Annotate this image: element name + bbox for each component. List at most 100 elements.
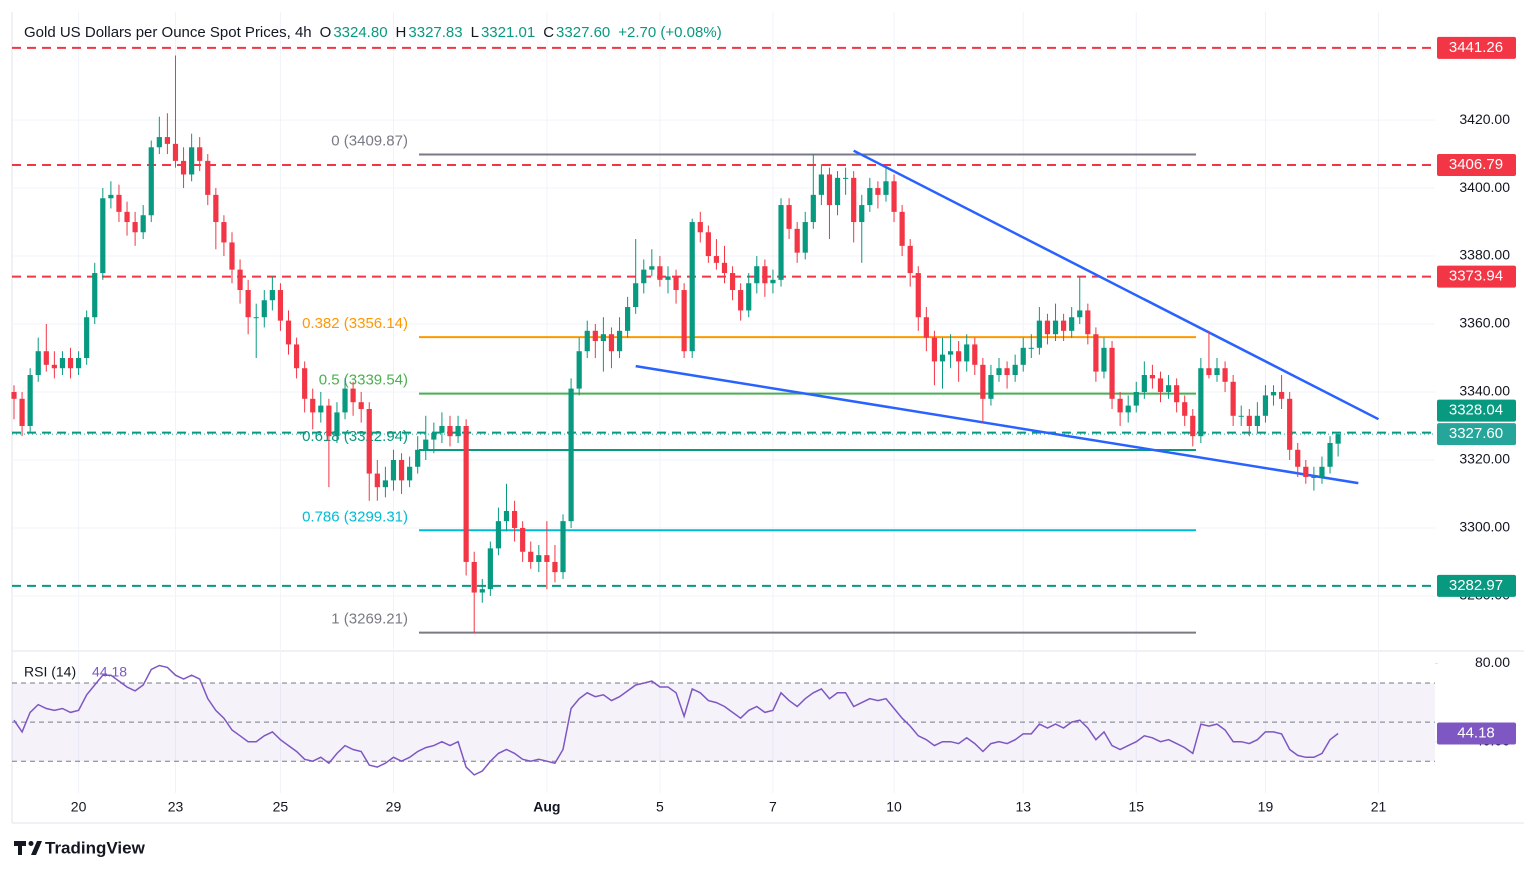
- candle-body: [915, 273, 921, 318]
- legend-text: H: [395, 24, 407, 41]
- y-tick-label: 3400.00: [1459, 179, 1510, 195]
- candle-body: [1077, 310, 1083, 318]
- candle-body: [487, 548, 493, 590]
- candle-body: [342, 388, 348, 413]
- candle-body: [754, 266, 760, 284]
- y-tick-label: 3420.00: [1459, 111, 1510, 127]
- candle-body: [1254, 415, 1260, 426]
- candle-body: [132, 222, 138, 233]
- candle-body: [923, 317, 929, 338]
- x-tick-label: 5: [656, 799, 664, 815]
- candle-body: [826, 174, 833, 206]
- candle-body: [415, 449, 421, 467]
- candle-body: [818, 174, 824, 195]
- candle-body: [67, 358, 74, 369]
- candle-body: [673, 276, 679, 291]
- x-tick-label: 23: [168, 799, 184, 815]
- candle-body: [883, 181, 889, 195]
- candle-body: [778, 205, 784, 280]
- candle-body: [972, 344, 978, 365]
- x-tick-label: 19: [1258, 799, 1274, 815]
- candle-body: [633, 283, 639, 308]
- candle-body: [35, 351, 41, 376]
- candle-body: [439, 425, 445, 433]
- candle-body: [92, 273, 98, 318]
- candle-body: [1044, 320, 1051, 335]
- candle-body: [899, 211, 905, 246]
- candle-body: [156, 137, 162, 148]
- candle-body: [721, 262, 728, 274]
- candle-body: [1141, 375, 1147, 393]
- candle-body: [689, 222, 695, 352]
- logo-mark: [28, 841, 34, 846]
- candle-body: [608, 334, 615, 352]
- candle-body: [1085, 310, 1091, 335]
- candle-body: [964, 344, 970, 362]
- candle-body: [116, 194, 122, 212]
- x-tick-label: 13: [1015, 799, 1031, 815]
- candle-body: [528, 551, 534, 562]
- candle-body: [520, 527, 526, 552]
- candle-body: [189, 147, 195, 175]
- legend-text: C: [543, 24, 555, 41]
- candle-body: [1303, 466, 1309, 477]
- candle-body: [124, 211, 130, 223]
- candle-body: [285, 320, 292, 345]
- candle-body: [794, 228, 800, 253]
- candle-body: [148, 147, 154, 216]
- candle-body: [11, 392, 17, 399]
- candle-body: [197, 147, 203, 161]
- candle-body: [665, 276, 671, 280]
- candle-body: [43, 351, 49, 365]
- trendline: [853, 149, 1380, 421]
- candle-body: [358, 402, 364, 409]
- y-tick-label: 3340.00: [1459, 383, 1510, 399]
- candle-body: [625, 307, 631, 331]
- candle-body: [1117, 398, 1123, 413]
- candle-body: [27, 375, 33, 426]
- candle-body: [810, 194, 816, 223]
- legend-text: L: [470, 24, 479, 41]
- candle-body: [560, 521, 566, 573]
- candle-body: [859, 205, 865, 223]
- price-label: 3327.60: [1449, 425, 1503, 442]
- candle-body: [1319, 466, 1325, 477]
- candle-body: [261, 300, 267, 318]
- candle-body: [592, 330, 598, 342]
- y-tick-label: 80.00: [1475, 654, 1510, 670]
- candle-body: [1311, 476, 1317, 478]
- candle-body: [705, 232, 711, 257]
- candle-body: [180, 160, 187, 175]
- candle-body: [875, 188, 881, 195]
- candle-body: [326, 405, 332, 437]
- candle-body: [1165, 385, 1172, 393]
- candle-body: [1149, 375, 1156, 379]
- candle-body: [552, 561, 558, 573]
- candle-body: [59, 358, 66, 369]
- candle-body: [1206, 368, 1212, 376]
- candle-body: [931, 337, 938, 362]
- candle-body: [738, 290, 744, 311]
- candle-body: [366, 408, 372, 474]
- candle-body: [616, 330, 623, 352]
- candle-body: [939, 354, 946, 362]
- candle-body: [1012, 364, 1018, 376]
- price-label-box: [1437, 36, 1516, 59]
- x-tick-label: 15: [1128, 799, 1144, 815]
- candle-body: [172, 143, 179, 161]
- fib-label: 0 (3409.87): [331, 132, 408, 149]
- candle-body: [1174, 385, 1180, 403]
- candle-body: [318, 405, 324, 413]
- candle-body: [293, 344, 300, 369]
- candle-body: [1093, 334, 1099, 372]
- candle-body: [947, 351, 954, 355]
- candle-body: [1182, 402, 1188, 416]
- candle-body: [164, 137, 171, 144]
- candle-body: [237, 269, 243, 291]
- candle-body: [205, 160, 211, 195]
- candle-body: [1214, 368, 1220, 376]
- candle-body: [495, 521, 502, 549]
